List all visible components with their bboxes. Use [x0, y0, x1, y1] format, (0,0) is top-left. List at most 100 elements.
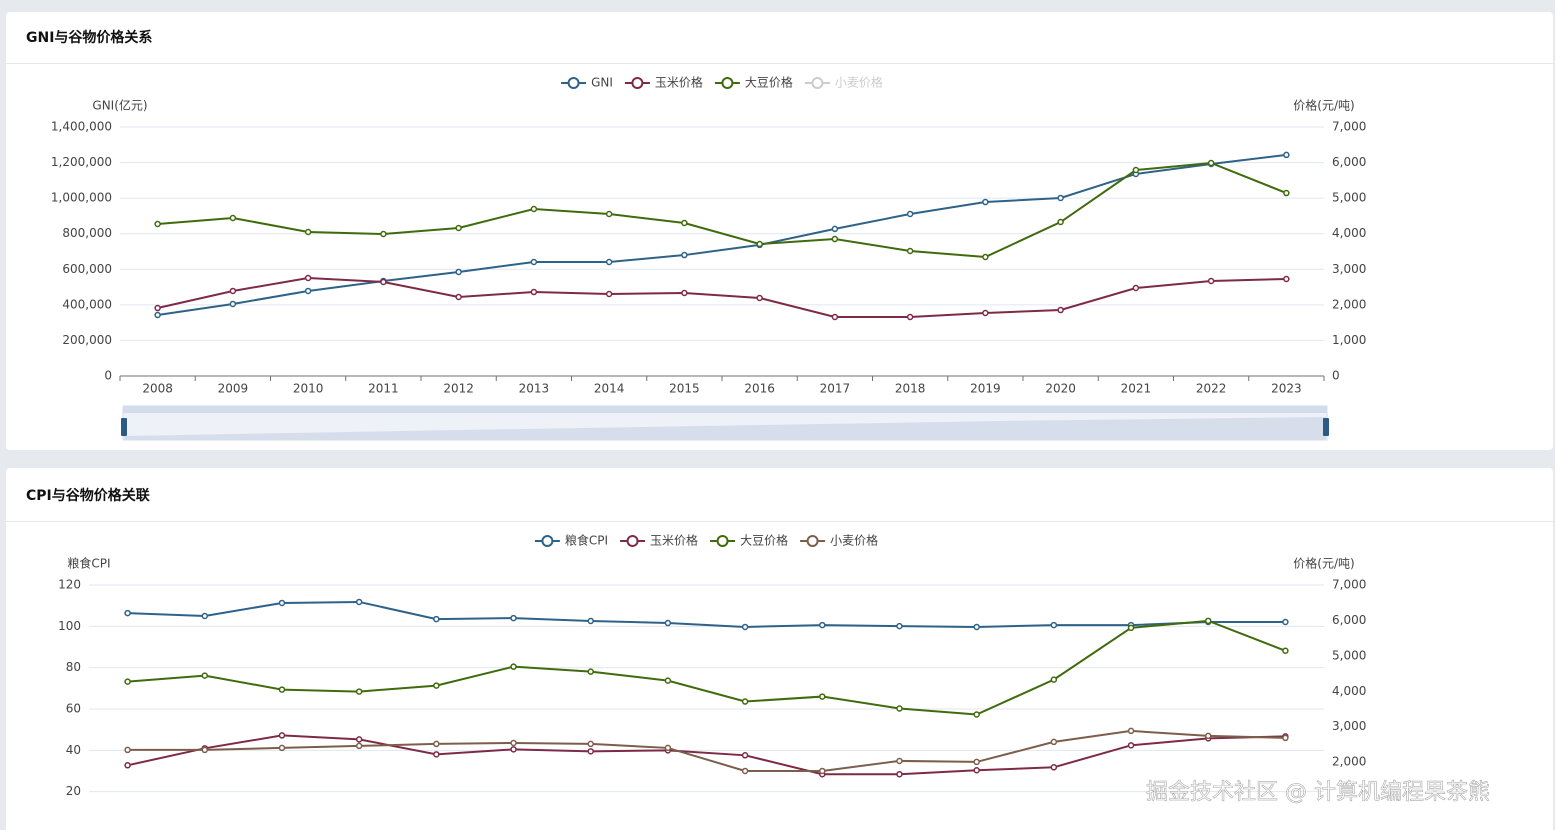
legend-symbol: [631, 77, 644, 89]
legend-item[interactable]: 玉米价格: [620, 533, 698, 548]
data-point: [1057, 306, 1064, 314]
data-point: [278, 686, 286, 693]
data-point: [1204, 732, 1212, 740]
x-tick-label: 2014: [594, 382, 625, 396]
data-point: [605, 210, 613, 218]
slider-handle[interactable]: [121, 418, 127, 436]
data-point: [304, 274, 312, 282]
data-point: [906, 313, 914, 321]
data-point: [201, 672, 209, 679]
data-point: [973, 711, 980, 718]
data-point: [304, 228, 312, 236]
legend-symbol: [811, 77, 824, 89]
series-line: [127, 619, 1286, 716]
legend-label: GNI: [591, 76, 613, 90]
legend-symbol: [806, 535, 819, 547]
data-point: [530, 288, 538, 296]
x-tick-label: 2019: [970, 382, 1001, 396]
legend-item[interactable]: 小麦价格: [804, 75, 883, 90]
data-point: [756, 294, 763, 302]
x-tick-label: 2022: [1196, 382, 1227, 396]
data-point: [831, 225, 839, 233]
data-point: [154, 311, 161, 319]
legend-item[interactable]: 大豆价格: [710, 533, 788, 548]
data-point: [229, 214, 237, 222]
data-point: [896, 622, 903, 630]
data-point: [124, 762, 131, 769]
card: [6, 468, 1553, 830]
data-point: [355, 688, 363, 695]
y-tick-label: 400,000: [62, 297, 112, 311]
data-point: [380, 278, 387, 286]
y2-tick-label: 5,000: [1332, 648, 1366, 662]
data-point: [819, 621, 826, 629]
legend-label: 玉米价格: [650, 533, 698, 548]
data-point: [1127, 624, 1135, 632]
legend-symbol: [721, 77, 734, 89]
data-point: [1057, 218, 1064, 226]
data-point: [304, 287, 312, 295]
data-point: [124, 678, 131, 685]
data-point: [433, 751, 440, 758]
data-point: [1283, 151, 1290, 159]
x-tick-label: 2020: [1045, 382, 1076, 396]
legend-item[interactable]: 大豆价格: [714, 75, 793, 90]
data-point: [433, 740, 440, 748]
data-point: [455, 224, 462, 232]
y-tick-label: 100: [58, 619, 81, 633]
legend-item[interactable]: 小麦价格: [800, 533, 878, 548]
legend-label: 小麦价格: [835, 75, 883, 90]
data-point: [530, 258, 538, 266]
data-point: [587, 740, 594, 748]
legend: GNI 玉米价格 大豆价格 小麦价格: [561, 75, 883, 90]
data-zoom-slider[interactable]: [121, 405, 1329, 441]
y2-tick-label: 3,000: [1332, 719, 1366, 733]
series-line: [157, 153, 1287, 316]
legend-item[interactable]: 玉米价格: [624, 75, 703, 90]
data-point: [587, 748, 594, 755]
data-point: [587, 617, 594, 625]
data-point: [664, 619, 672, 627]
data-point: [982, 198, 989, 206]
data-point: [1057, 194, 1064, 202]
data-point: [896, 770, 903, 778]
data-point: [973, 758, 980, 766]
y2-axis-name: 价格(元/吨): [1293, 98, 1354, 113]
data-point: [530, 205, 538, 213]
data-point: [982, 309, 989, 317]
legend-item[interactable]: GNI: [561, 76, 613, 90]
data-point: [587, 668, 594, 675]
data-point: [819, 693, 826, 700]
data-point: [664, 677, 672, 684]
y2-tick-label: 0: [1332, 369, 1340, 383]
data-point: [1127, 742, 1135, 749]
legend-label: 玉米价格: [655, 75, 703, 90]
x-tick-label: 2018: [895, 382, 926, 396]
y2-tick-label: 2,000: [1332, 297, 1366, 311]
data-point: [605, 290, 613, 298]
slider-handle[interactable]: [1323, 418, 1329, 436]
data-point: [681, 219, 688, 227]
legend-label: 大豆价格: [740, 533, 788, 548]
data-point: [1283, 275, 1290, 283]
data-point: [455, 293, 462, 301]
data-point: [229, 287, 237, 295]
data-point: [510, 739, 517, 747]
legend-symbol: [716, 535, 729, 547]
x-tick-label: 2017: [820, 382, 851, 396]
legend-item[interactable]: 粮食CPI: [534, 533, 608, 548]
data-point: [433, 615, 440, 623]
y-tick-label: 60: [66, 702, 81, 716]
data-point: [1127, 727, 1135, 735]
slider-bar: [123, 406, 1327, 413]
y2-tick-label: 3,000: [1332, 262, 1366, 276]
data-point: [896, 757, 903, 765]
x-tick-label: 2008: [142, 382, 173, 396]
data-point: [278, 599, 286, 607]
data-point: [278, 732, 286, 739]
y-tick-label: 800,000: [62, 226, 112, 240]
data-point: [1132, 166, 1140, 174]
data-point: [681, 251, 688, 259]
data-point: [510, 614, 517, 622]
